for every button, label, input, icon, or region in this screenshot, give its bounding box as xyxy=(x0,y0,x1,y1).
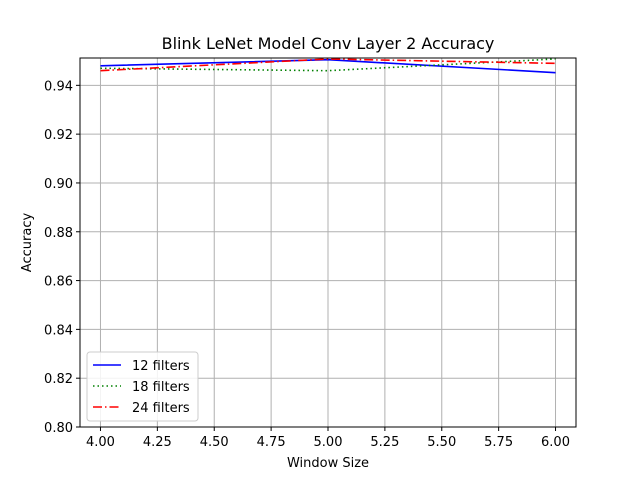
x-tick-label: 5.50 xyxy=(427,435,456,450)
x-tick-label: 5.75 xyxy=(484,435,513,450)
y-tick-label: 0.90 xyxy=(44,177,73,192)
y-tick-label: 0.94 xyxy=(44,79,73,94)
y-tick-label: 0.88 xyxy=(44,226,73,241)
series-lines xyxy=(100,58,556,74)
y-tick-label: 0.84 xyxy=(44,323,73,338)
x-tick-label: 5.00 xyxy=(314,435,343,450)
chart-title: Blink LeNet Model Conv Layer 2 Accuracy xyxy=(162,34,495,53)
legend: 12 filters 18 filters 24 filters xyxy=(86,351,199,422)
x-axis-label: Window Size xyxy=(287,456,369,471)
y-tick-label: 0.80 xyxy=(44,421,73,436)
y-tick-label: 0.82 xyxy=(44,372,73,387)
x-tick-label: 4.25 xyxy=(143,435,172,450)
ticks: 4.00 4.25 4.50 4.75 5.00 5.25 5.50 5.75 6.00 0.80… xyxy=(44,79,570,450)
legend-box xyxy=(86,351,199,422)
x-tick-label: 4.75 xyxy=(257,435,286,450)
y-tick-label: 0.86 xyxy=(44,275,73,290)
legend-label: 12 filters xyxy=(132,359,190,374)
x-tick-label: 5.25 xyxy=(370,435,399,450)
x-tick-label: 4.00 xyxy=(86,435,115,450)
y-tick-label: 0.92 xyxy=(44,128,73,143)
legend-label: 24 filters xyxy=(132,401,190,416)
series-line-3 xyxy=(100,58,556,72)
x-tick-label: 6.00 xyxy=(541,435,570,450)
series-line-2 xyxy=(100,58,556,72)
x-tick-label: 4.50 xyxy=(200,435,229,450)
y-axis-label: Accuracy xyxy=(20,213,35,273)
legend-label: 18 filters xyxy=(132,380,190,395)
